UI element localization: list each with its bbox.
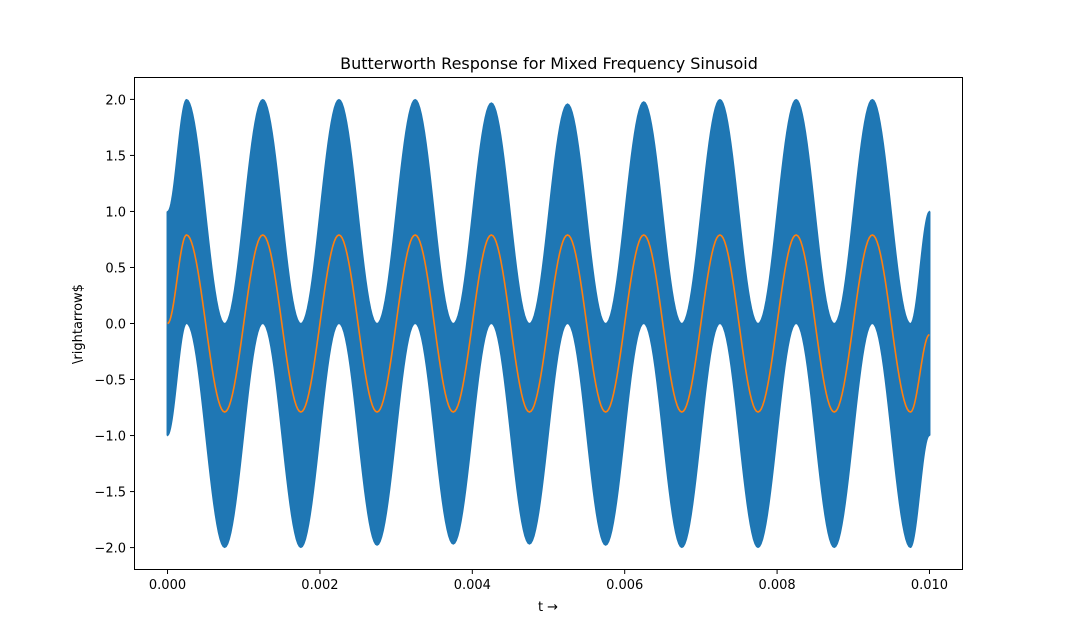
chart-title: Butterworth Response for Mixed Frequency…: [340, 54, 758, 73]
y-tick-label: 0.5: [105, 261, 126, 276]
plot-series: [166, 98, 931, 549]
y-tick-label: 2.0: [105, 93, 126, 108]
y-tick-label: 1.5: [105, 149, 126, 164]
x-tick-label: 0.000: [149, 578, 186, 593]
y-tick-label: −1.5: [94, 486, 126, 501]
series-2-line: [167, 234, 930, 413]
y-tick-label: 0.0: [105, 318, 126, 333]
y-tick-label: −1.0: [94, 430, 126, 445]
x-tick-label: 0.002: [301, 578, 338, 593]
x-tick-label: 0.006: [606, 578, 643, 593]
y-tick-label: −0.5: [94, 374, 126, 389]
x-tick-label: 0.004: [454, 578, 491, 593]
plot-frame: [134, 77, 963, 570]
x-axis-label: t →: [538, 600, 558, 615]
y-axis-label: \rightarrow$: [71, 284, 86, 364]
y-tick-label: −2.0: [94, 542, 126, 557]
x-axis: 0.000 0.002 0.004 0.006 0.008 0.010: [149, 570, 948, 593]
y-axis: −2.0 −1.5 −1.0 −0.5 0.0 0.5 1.0 1.5 2.0: [94, 93, 134, 557]
y-tick-label: 1.0: [105, 205, 126, 220]
x-tick-label: 0.010: [911, 578, 948, 593]
x-tick-label: 0.008: [758, 578, 795, 593]
